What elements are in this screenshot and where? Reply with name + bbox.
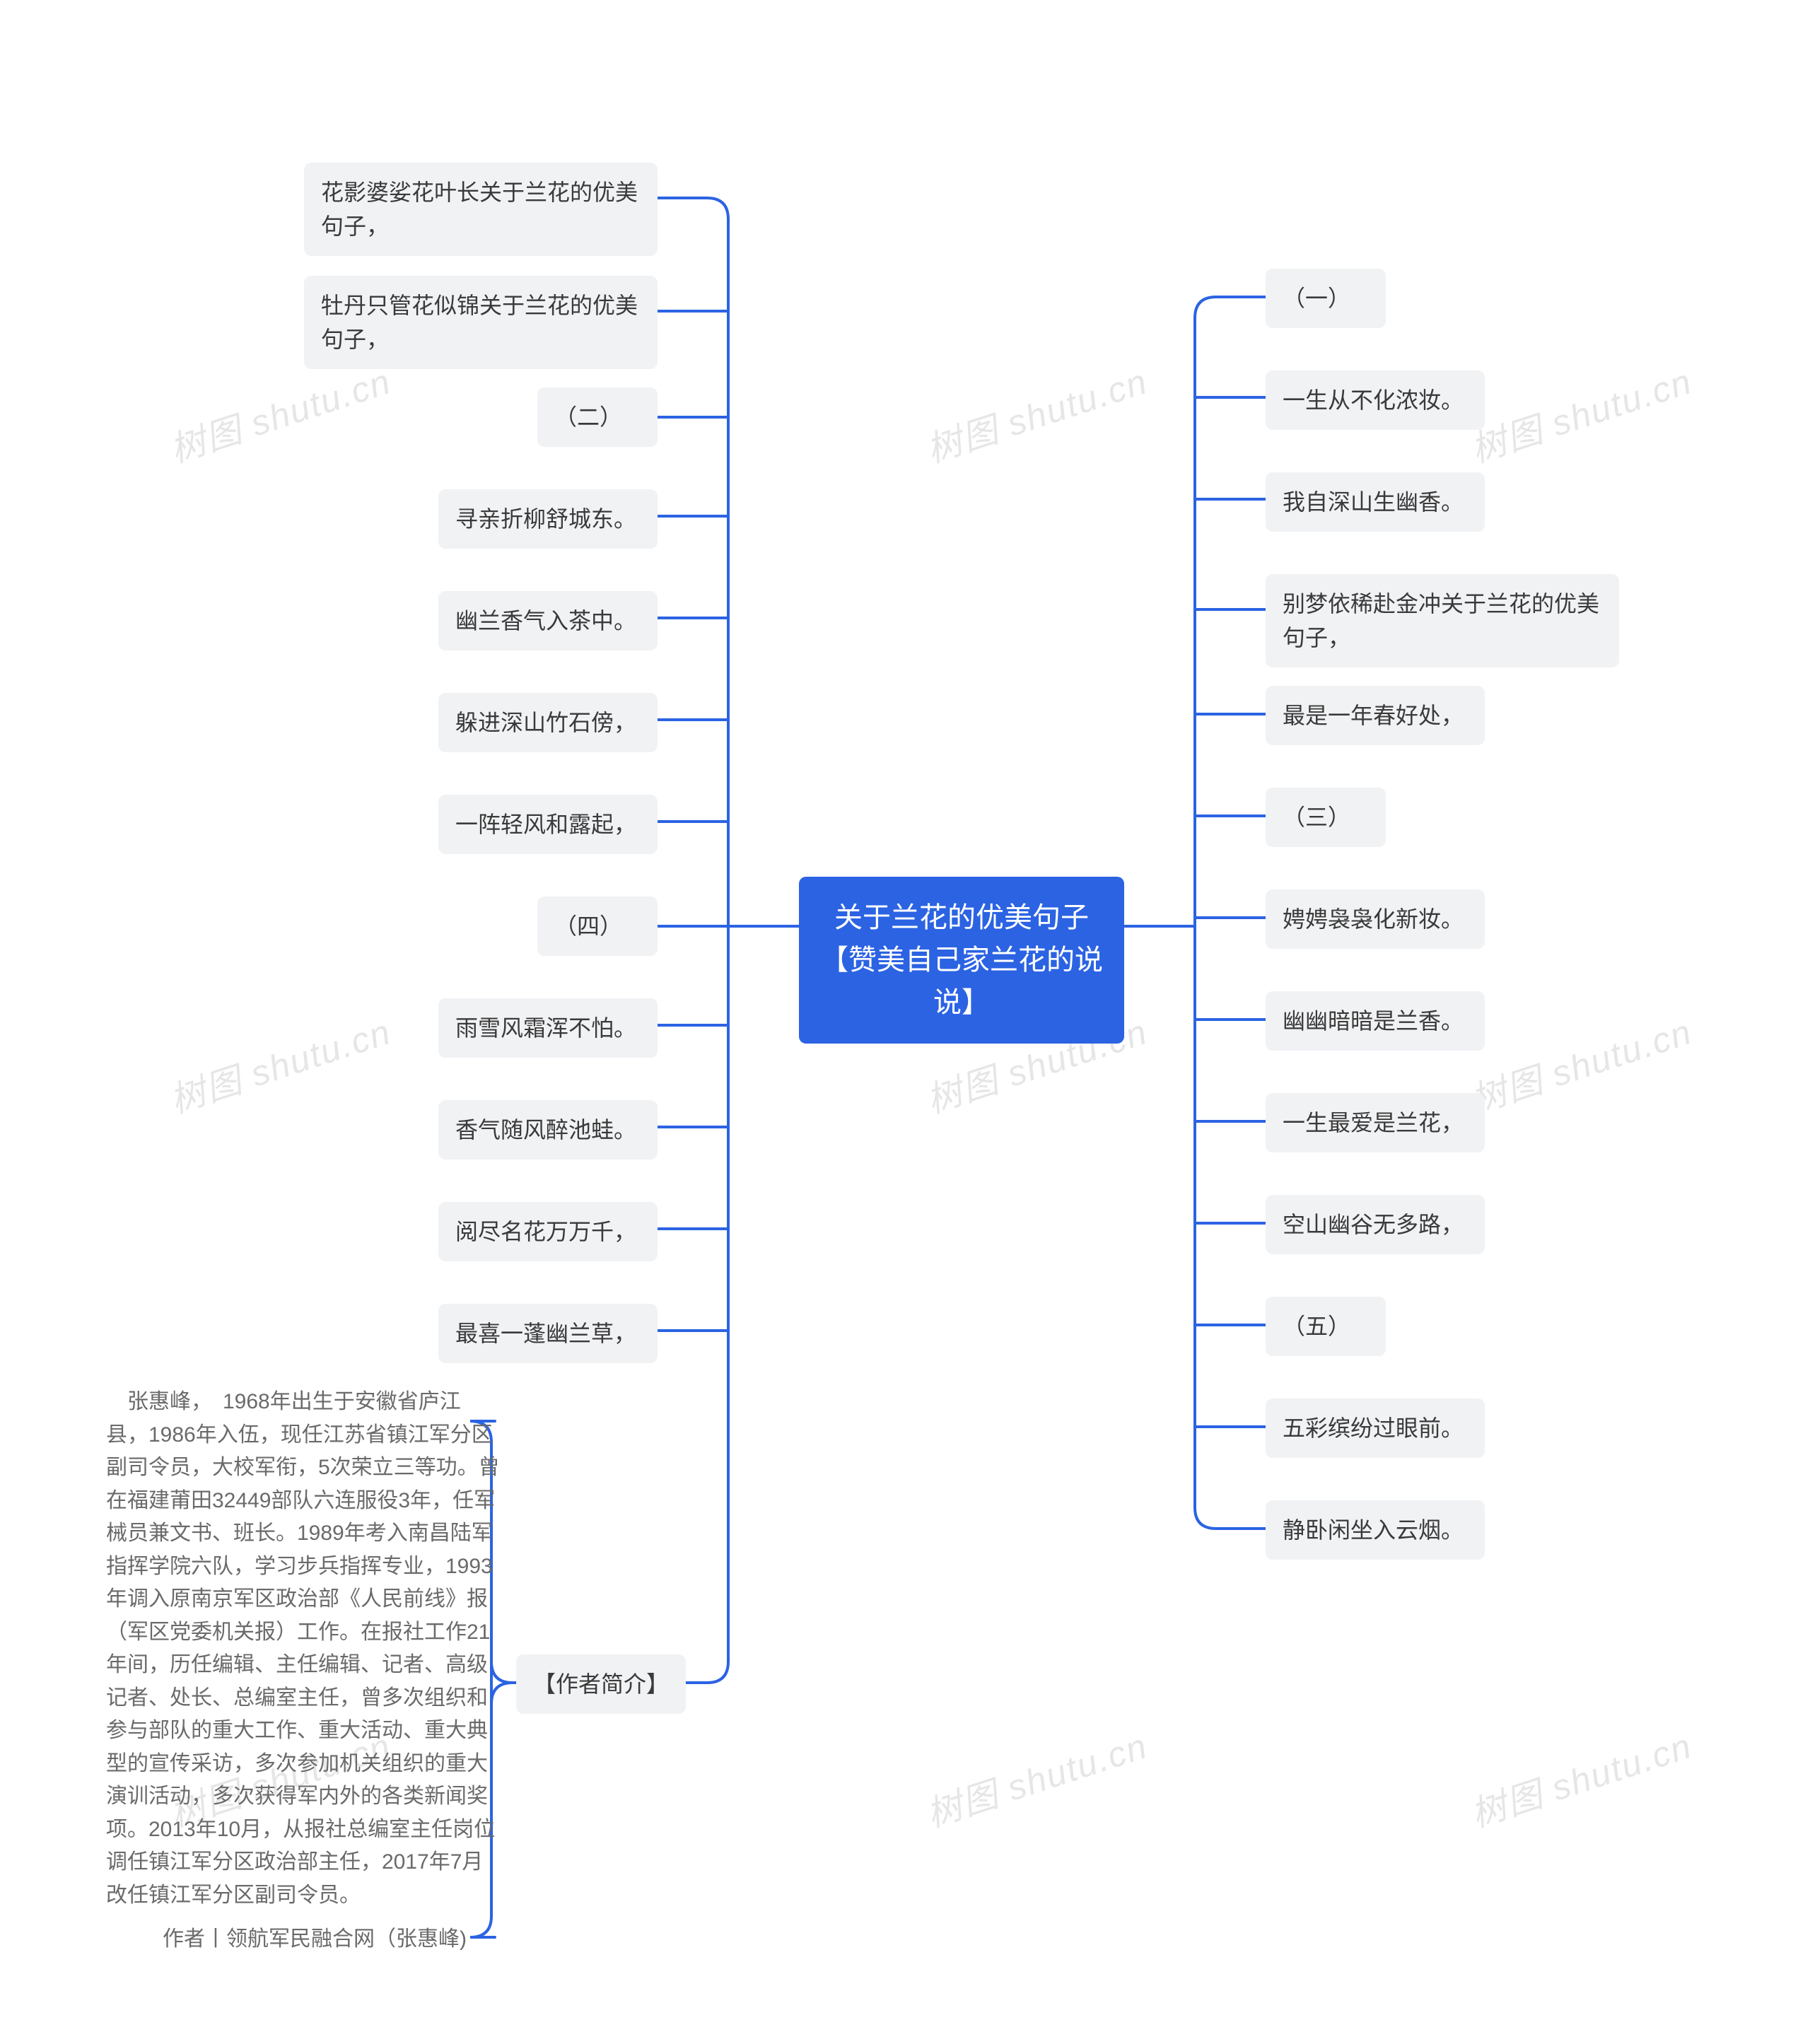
watermark: 树图 shutu.cn — [1464, 354, 1698, 473]
right-node-1: 一生从不化浓妆。 — [1266, 370, 1485, 430]
right-node-4: 最是一年春好处， — [1266, 686, 1485, 745]
watermark: 树图 shutu.cn — [919, 354, 1153, 473]
left-node-12: 【作者简介】 — [516, 1654, 686, 1714]
right-node-6: 娉娉袅袅化新妆。 — [1266, 889, 1485, 949]
left-node-3: 寻亲折柳舒城东。 — [438, 489, 658, 549]
left-node-2: （二） — [537, 387, 658, 447]
watermark: 树图 shutu.cn — [919, 1718, 1153, 1838]
left-node-10: 阅尽名花万万千， — [438, 1202, 658, 1261]
left-node-8: 雨雪风霜浑不怕。 — [438, 998, 658, 1058]
right-node-10: （五） — [1266, 1297, 1386, 1356]
watermark: 树图 shutu.cn — [1464, 1004, 1698, 1123]
watermark: 树图 shutu.cn — [163, 1004, 397, 1123]
bio-block-1: 作者丨领航军民融合网（张惠峰) — [163, 1923, 502, 1956]
left-node-11: 最喜一蓬幽兰草， — [438, 1304, 658, 1363]
right-node-8: 一生最爱是兰花， — [1266, 1093, 1485, 1152]
left-node-5: 躲进深山竹石傍， — [438, 693, 658, 752]
right-node-7: 幽幽暗暗是兰香。 — [1266, 991, 1485, 1051]
left-node-7: （四） — [537, 897, 658, 956]
left-node-6: 一阵轻风和露起， — [438, 795, 658, 854]
right-node-9: 空山幽谷无多路， — [1266, 1195, 1485, 1254]
mindmap-stage: 树图 shutu.cn 树图 shutu.cn 树图 shutu.cn 树图 shut… — [0, 0, 1810, 2044]
right-node-0: （一） — [1266, 269, 1386, 328]
right-node-12: 静卧闲坐入云烟。 — [1266, 1500, 1485, 1560]
left-node-0: 花影婆娑花叶长关于兰花的优美句子， — [304, 163, 658, 256]
right-node-11: 五彩缤纷过眼前。 — [1266, 1398, 1485, 1458]
bio-block-0: 张惠峰， 1968年出生于安徽省庐江县，1986年入伍，现任江苏省镇江军分区副司… — [106, 1386, 502, 1912]
right-node-5: （三） — [1266, 788, 1386, 847]
watermark: 树图 shutu.cn — [1464, 1718, 1698, 1838]
left-node-4: 幽兰香气入茶中。 — [438, 591, 658, 650]
center-node: 关于兰花的优美句子【赞美自己家兰花的说说】 — [799, 877, 1124, 1044]
right-node-3: 别梦依稀赴金冲关于兰花的优美句子， — [1266, 574, 1619, 667]
left-node-1: 牡丹只管花似锦关于兰花的优美句子， — [304, 276, 658, 369]
right-node-2: 我自深山生幽香。 — [1266, 472, 1485, 532]
watermark: 树图 shutu.cn — [163, 354, 397, 473]
left-node-9: 香气随风醉池蛙。 — [438, 1100, 658, 1160]
